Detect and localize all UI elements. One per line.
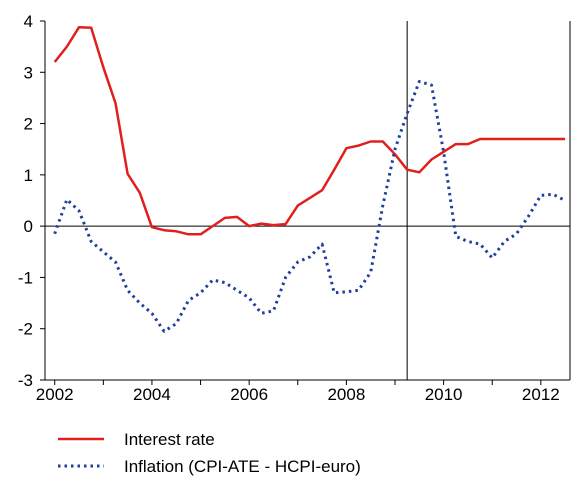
tick-labels: -3 -2 -1 0 1 2 3 4 2002 2004 2006 2008 2010 2012 bbox=[18, 12, 560, 404]
x-tick-label: 2008 bbox=[327, 385, 365, 404]
legend-label-inflation: Inflation (CPI-ATE - HCPI-euro) bbox=[124, 457, 361, 476]
y-tick-label: 3 bbox=[24, 63, 33, 82]
y-tick-label: -3 bbox=[18, 371, 33, 390]
x-tick-label: 2004 bbox=[133, 385, 171, 404]
y-tick-label: -2 bbox=[18, 320, 33, 339]
series-layer bbox=[53, 25, 566, 333]
y-tick-label: 4 bbox=[24, 12, 33, 31]
y-tick-label: 2 bbox=[24, 115, 33, 134]
y-tick-label: -1 bbox=[18, 268, 33, 287]
x-tick-label: 2010 bbox=[425, 385, 463, 404]
legend-label-interest-rate: Interest rate bbox=[124, 430, 215, 449]
series-line-interest-rate bbox=[53, 25, 566, 236]
x-tick-label: 2002 bbox=[36, 385, 74, 404]
x-tick-label: 2006 bbox=[230, 385, 268, 404]
legend-item-interest-rate: Interest rate bbox=[58, 430, 215, 449]
legend: Interest rate Inflation (CPI-ATE - HCPI-… bbox=[58, 430, 361, 476]
legend-item-inflation: Inflation (CPI-ATE - HCPI-euro) bbox=[58, 457, 361, 476]
y-tick-label: 1 bbox=[24, 166, 33, 185]
x-tick-label: 2012 bbox=[522, 385, 560, 404]
axes bbox=[44, 21, 571, 381]
series-line-inflation-cpi-ate-hcpi-euro bbox=[53, 80, 566, 333]
reference-lines bbox=[45, 21, 570, 380]
y-tick-label: 0 bbox=[24, 217, 33, 236]
